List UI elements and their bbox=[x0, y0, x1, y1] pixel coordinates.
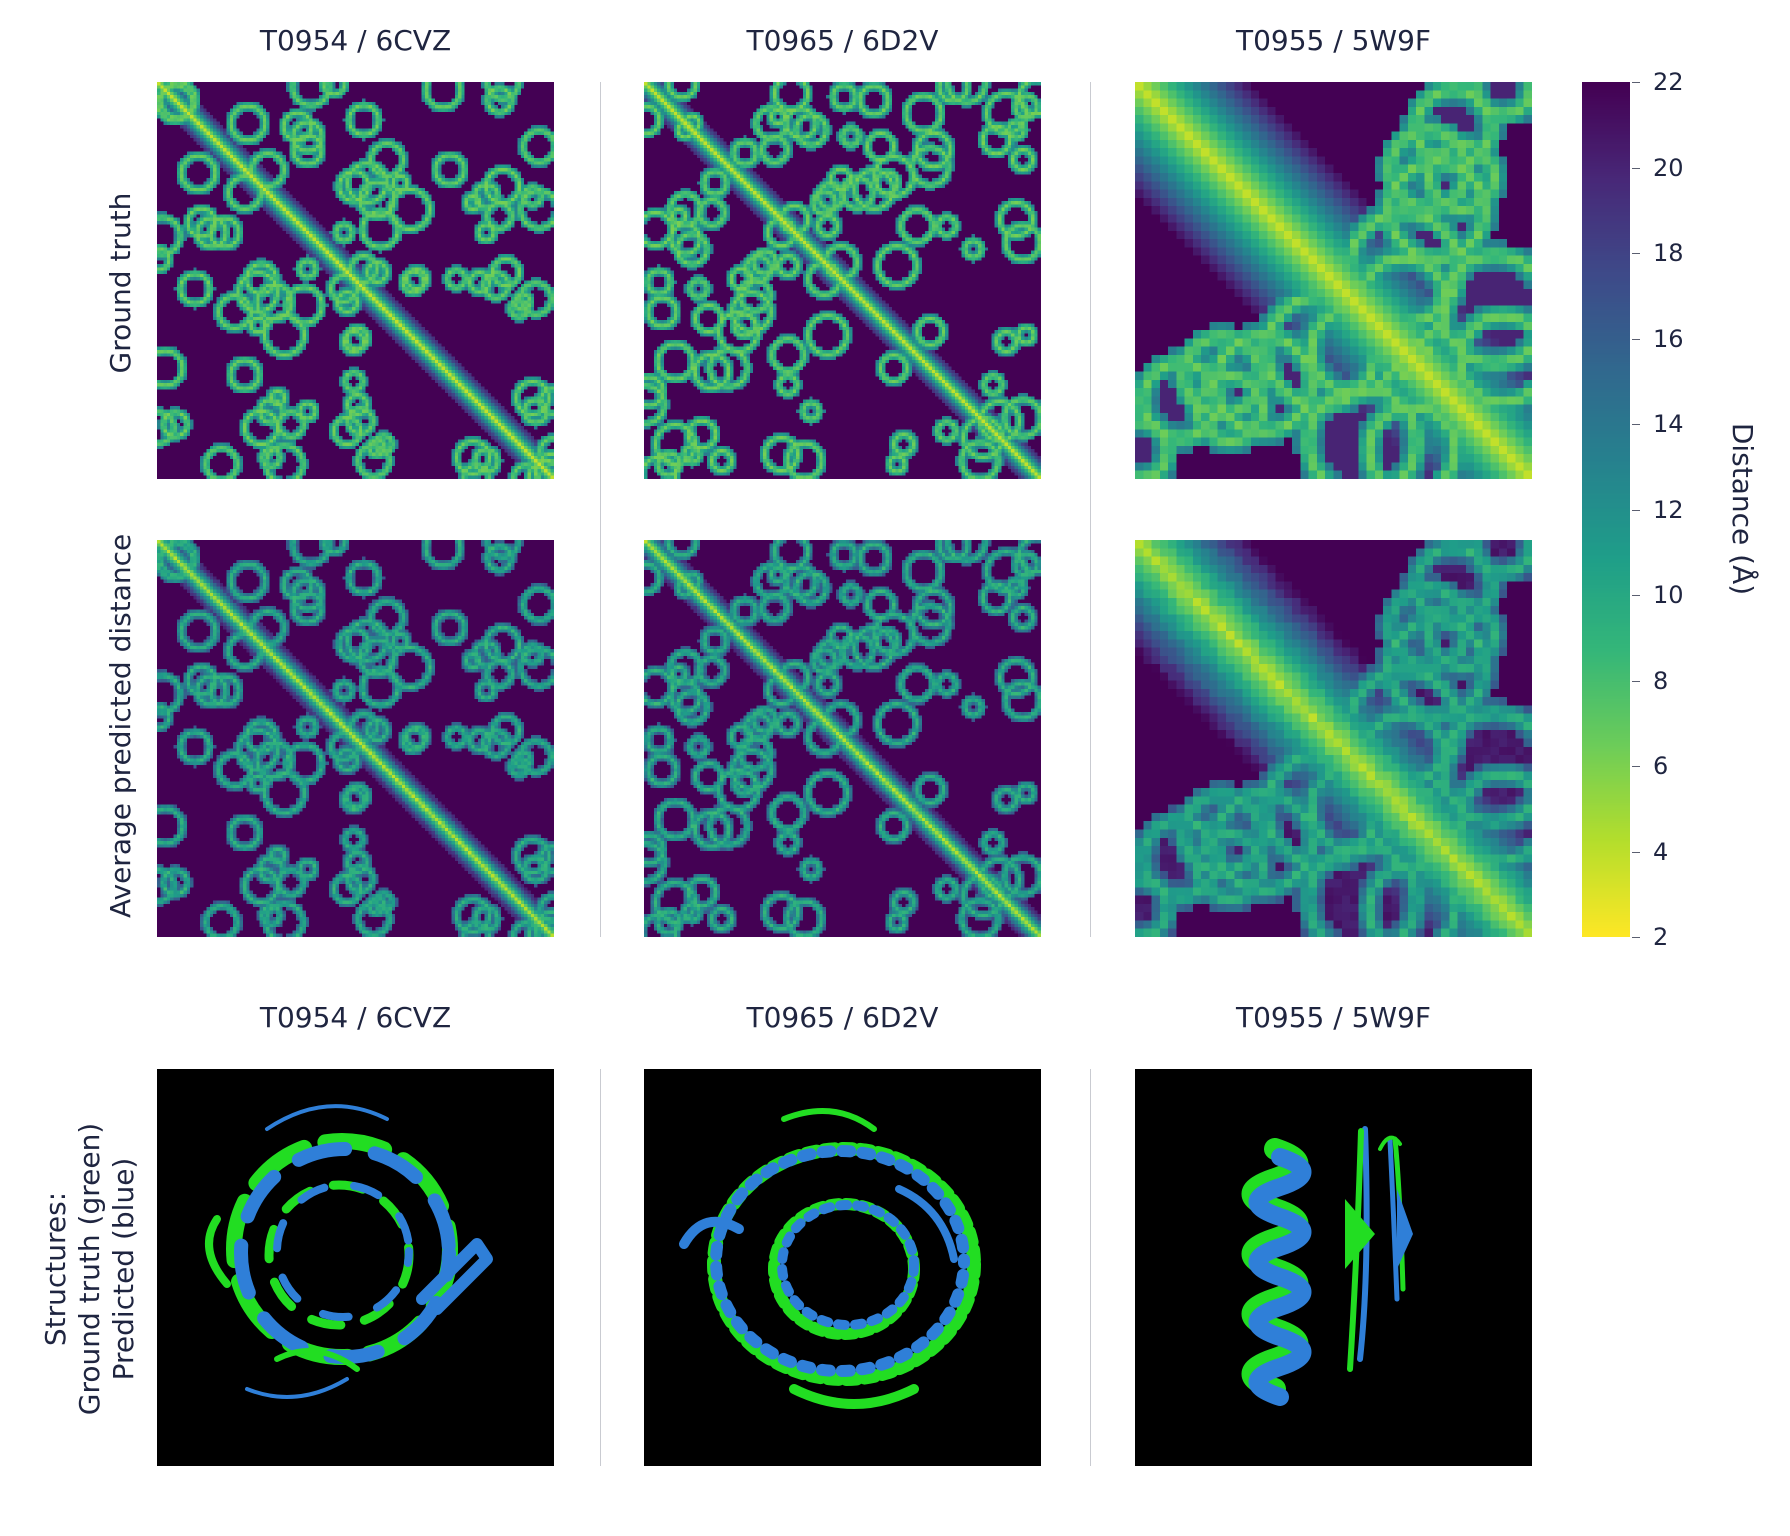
colorbar-tick-label: 20 bbox=[1653, 154, 1684, 182]
colorbar-tick-mark bbox=[1632, 937, 1640, 938]
heatmap-t0955-ground-truth bbox=[1135, 82, 1532, 479]
colorbar-tick-label: 4 bbox=[1653, 838, 1669, 866]
structures-label-line1: Structures: bbox=[39, 1191, 72, 1347]
colorbar-tick-mark bbox=[1632, 253, 1640, 254]
structure-title-t0955: T0955 / 5W9F bbox=[1235, 1001, 1431, 1034]
column-divider bbox=[1090, 1069, 1091, 1466]
colorbar-tick-mark bbox=[1632, 168, 1640, 169]
heatmap-t0954-predicted bbox=[157, 540, 554, 937]
colorbar-tick-mark bbox=[1632, 82, 1640, 83]
structure-title-t0965: T0965 / 6D2V bbox=[746, 1001, 939, 1034]
colorbar-tick-label: 6 bbox=[1653, 752, 1669, 780]
column-divider bbox=[1090, 82, 1091, 937]
heatmap-canvas bbox=[644, 540, 1041, 937]
column-divider bbox=[600, 82, 601, 937]
structure-image-t0965 bbox=[644, 1069, 1041, 1466]
row-label-structures: Structures: Ground truth (green) Predict… bbox=[39, 1109, 141, 1429]
colorbar-tick-label: 8 bbox=[1653, 667, 1669, 695]
heatmap-t0955-predicted bbox=[1135, 540, 1532, 937]
colorbar-tick-mark bbox=[1632, 510, 1640, 511]
colorbar-tick-label: 12 bbox=[1653, 496, 1684, 524]
colorbar-tick-mark bbox=[1632, 766, 1640, 767]
colorbar-tick-label: 18 bbox=[1653, 239, 1684, 267]
structure-image-t0954 bbox=[157, 1069, 554, 1466]
colorbar-tick-mark bbox=[1632, 339, 1640, 340]
structure-image-t0955 bbox=[1135, 1069, 1532, 1466]
colorbar-tick-label: 10 bbox=[1653, 581, 1684, 609]
colorbar-tick-mark bbox=[1632, 424, 1640, 425]
heatmap-t0965-ground-truth bbox=[644, 82, 1041, 479]
column-title-t0954: T0954 / 6CVZ bbox=[259, 24, 452, 57]
colorbar-label: Distance (Å) bbox=[1726, 422, 1759, 596]
colorbar-tick-mark bbox=[1632, 852, 1640, 853]
row-label-ground-truth: Ground truth bbox=[104, 192, 137, 374]
heatmap-canvas bbox=[157, 82, 554, 479]
structure-render-helices bbox=[679, 1108, 981, 1409]
colorbar-tick-mark bbox=[1632, 681, 1640, 682]
structure-render-ring bbox=[205, 1104, 493, 1399]
colorbar-tick-mark bbox=[1632, 595, 1640, 596]
heatmap-canvas bbox=[1135, 540, 1532, 937]
row-label-predicted: Average predicted distance bbox=[104, 533, 137, 918]
column-title-t0965: T0965 / 6D2V bbox=[746, 24, 939, 57]
heatmap-canvas bbox=[157, 540, 554, 937]
colorbar-tick-label: 2 bbox=[1653, 923, 1669, 951]
colorbar bbox=[1582, 82, 1630, 937]
column-title-t0955: T0955 / 5W9F bbox=[1235, 24, 1431, 57]
heatmap-canvas bbox=[644, 82, 1041, 479]
structure-render-helix-sheet bbox=[1241, 1126, 1413, 1406]
colorbar-tick-label: 14 bbox=[1653, 410, 1684, 438]
structures-label-line3: Predicted (blue) bbox=[107, 1157, 140, 1381]
heatmap-t0954-ground-truth bbox=[157, 82, 554, 479]
heatmap-t0965-predicted bbox=[644, 540, 1041, 937]
colorbar-tick-label: 22 bbox=[1653, 68, 1684, 96]
structure-title-t0954: T0954 / 6CVZ bbox=[259, 1001, 452, 1034]
heatmap-canvas bbox=[1135, 82, 1532, 479]
column-divider bbox=[600, 1069, 601, 1466]
structures-label-line2: Ground truth (green) bbox=[73, 1122, 106, 1416]
colorbar-tick-label: 16 bbox=[1653, 325, 1684, 353]
